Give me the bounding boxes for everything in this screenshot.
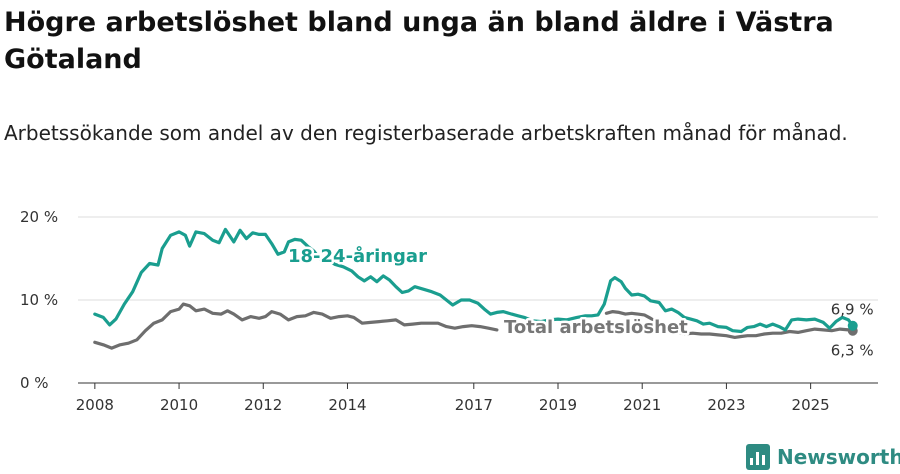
chart-subtitle: Arbetssökande som andel av den registerb…	[4, 121, 848, 145]
y-tick-label: 10 %	[20, 291, 58, 309]
x-tick-label: 2021	[623, 396, 661, 414]
series-label-total-halo: Total arbetslöshet	[504, 317, 688, 338]
series-label-total: Total arbetslöshet	[504, 317, 688, 338]
end-label-18-24: 6,9 %	[831, 301, 874, 319]
bar-chart-logo-icon	[746, 444, 770, 470]
y-tick-label: 20 %	[20, 208, 58, 226]
end-label-total: 6,3 %	[831, 342, 874, 360]
brand-name: Newsworthy	[777, 445, 900, 469]
x-tick-label: 2008	[76, 396, 114, 414]
x-tick-label: 2010	[160, 396, 198, 414]
series-line-total	[604, 310, 855, 339]
brand-logo[interactable]: Newsworthy	[746, 442, 900, 472]
x-tick-label: 2019	[539, 396, 577, 414]
y-tick-label: 0 %	[20, 374, 49, 392]
x-tick-label: 2023	[707, 396, 745, 414]
end-point-18-24	[847, 320, 858, 331]
x-tick-label: 2025	[792, 396, 830, 414]
x-tick-label: 2014	[328, 396, 366, 414]
series-line-18-24	[93, 227, 855, 334]
series-label-18-24-halo: 18-24-åringar	[288, 245, 427, 267]
series-label-18-24: 18-24-åringar	[288, 245, 427, 267]
x-tick-label: 2012	[244, 396, 282, 414]
series-line-total	[93, 302, 499, 350]
x-tick-label: 2017	[455, 396, 493, 414]
chart-title: Högre arbetslöshet bland unga än bland ä…	[4, 7, 834, 75]
